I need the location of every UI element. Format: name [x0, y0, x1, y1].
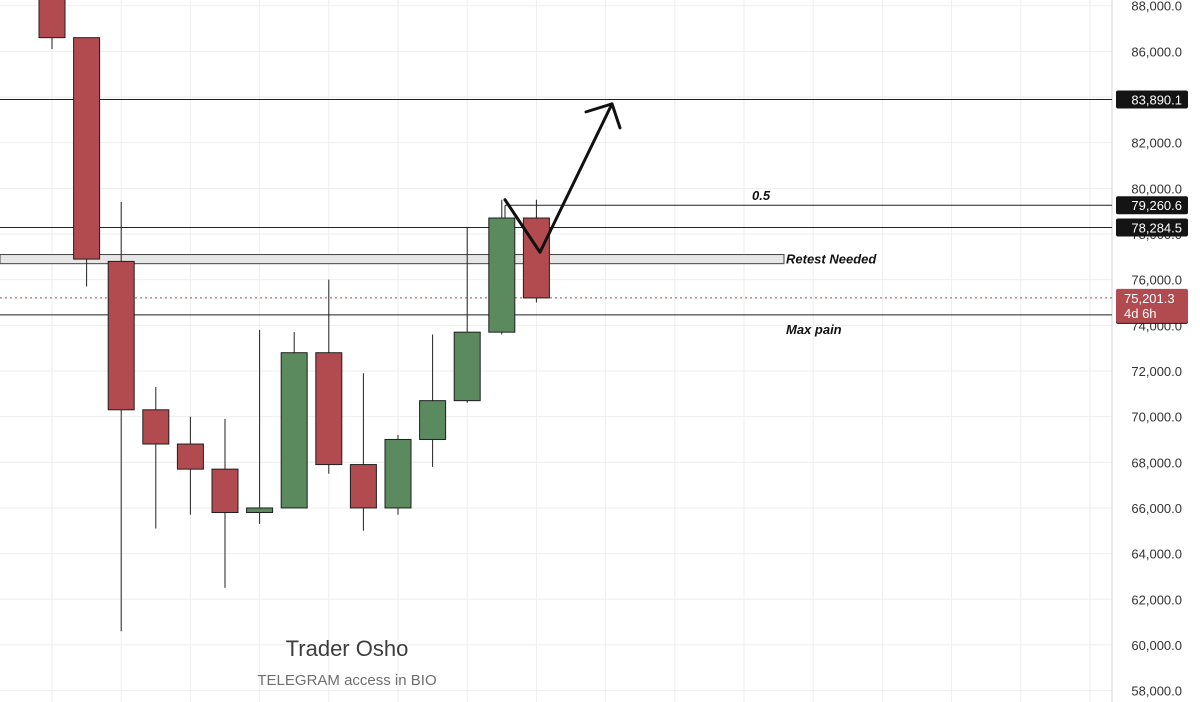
- y-tick-label: 80,000.0: [1131, 181, 1182, 196]
- candle-countdown-label: 4d 6h: [1124, 306, 1157, 321]
- price-tag-78284: 78,284.5: [1131, 221, 1182, 236]
- candle-up: [246, 507, 274, 514]
- candle-down: [176, 443, 204, 470]
- arrow-head: [584, 102, 622, 130]
- candle-down: [315, 352, 343, 466]
- y-tick-label: 72,000.0: [1131, 364, 1182, 379]
- y-tick-label: 82,000.0: [1131, 136, 1182, 151]
- y-tick-label: 86,000.0: [1131, 44, 1182, 59]
- y-tick-label: 60,000.0: [1131, 638, 1182, 653]
- y-tick-label: 62,000.0: [1131, 592, 1182, 607]
- price-tag-83890-bg: [1116, 90, 1188, 109]
- current-price-tag-bg: [1116, 288, 1188, 323]
- retest-needed-label: Retest Needed: [786, 252, 877, 267]
- max-pain-label: Max pain: [786, 322, 842, 337]
- y-tick-label: 66,000.0: [1131, 501, 1182, 516]
- candle-down: [211, 468, 239, 514]
- watermark-title: Trader Osho: [285, 636, 409, 661]
- price-tag-79260-bg: [1116, 196, 1188, 215]
- candle-down: [142, 409, 170, 445]
- price-tag-79260: 79,260.6: [1131, 198, 1182, 213]
- candle-up: [384, 438, 412, 509]
- candle-down: [522, 217, 550, 299]
- candle-down: [107, 260, 135, 411]
- candle-up: [419, 400, 447, 440]
- candle-up: [280, 352, 308, 509]
- candle-up: [453, 331, 481, 402]
- candle-up: [488, 217, 516, 333]
- price-tag-83890: 83,890.1: [1131, 93, 1182, 108]
- y-tick-label: 88,000.0: [1131, 0, 1182, 14]
- watermark-subtitle: TELEGRAM access in BIO: [257, 672, 437, 689]
- candle-down: [349, 464, 377, 509]
- projection-arrow: [503, 102, 614, 254]
- y-tick-label: 58,000.0: [1131, 684, 1182, 699]
- y-tick-label: 76,000.0: [1131, 273, 1182, 288]
- y-tick-label: 68,000.0: [1131, 455, 1182, 470]
- candle-down: [38, 0, 66, 39]
- y-tick-label: 64,000.0: [1131, 547, 1182, 562]
- price-tag-78284-bg: [1116, 218, 1188, 237]
- retest-zone: [0, 254, 785, 265]
- current-price-label: 75,201.3: [1124, 291, 1175, 306]
- y-tick-label: 70,000.0: [1131, 410, 1182, 425]
- fib-label: 0.5: [752, 188, 771, 203]
- candle-down: [73, 37, 101, 260]
